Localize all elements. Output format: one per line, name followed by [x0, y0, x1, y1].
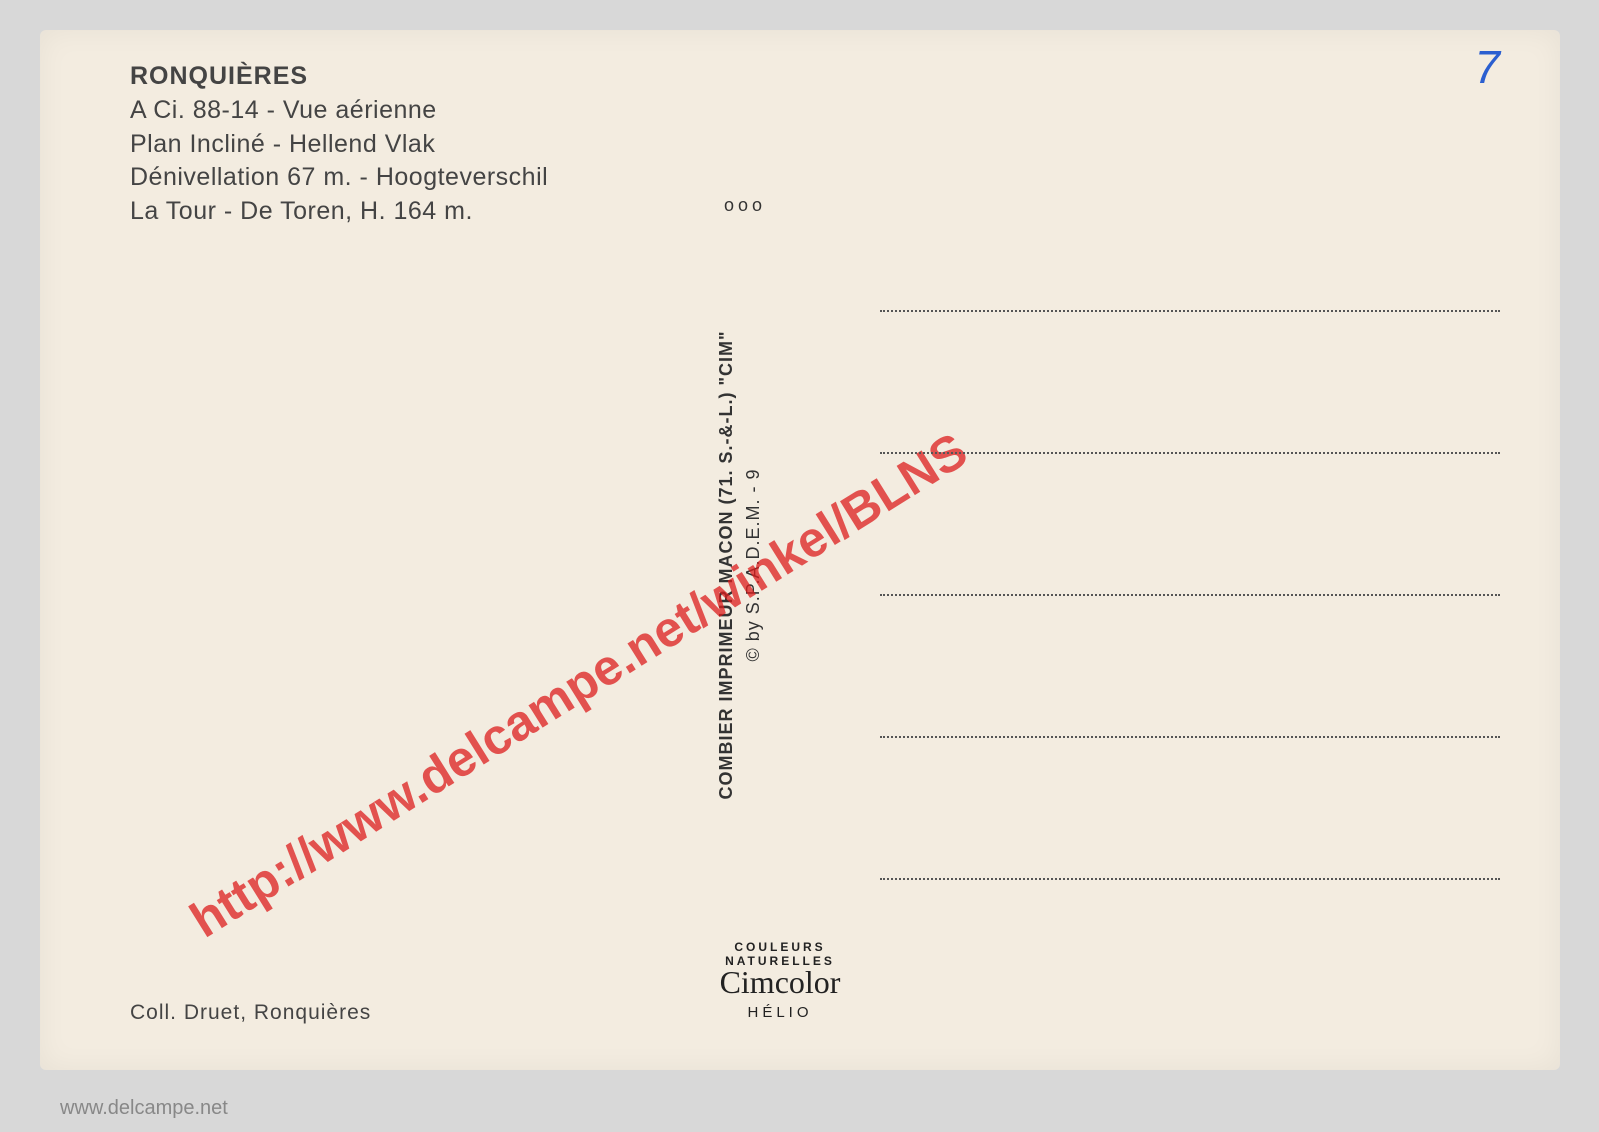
header-line-2: Plan Incliné - Hellend Vlak	[130, 128, 548, 162]
footer-watermark: www.delcampe.net	[60, 1097, 228, 1120]
address-line	[880, 452, 1500, 454]
header-block: RONQUIÈRES A Ci. 88-14 - Vue aérienne Pl…	[130, 60, 548, 229]
address-line	[880, 878, 1500, 880]
postcard-back: RONQUIÈRES A Ci. 88-14 - Vue aérienne Pl…	[40, 30, 1560, 1070]
header-line-3: Dénivellation 67 m. - Hoogteverschil	[130, 161, 548, 195]
logo-bottom-text: HÉLIO	[680, 1004, 880, 1021]
handwritten-number: 7	[1474, 40, 1500, 94]
header-line-4: La Tour - De Toren, H. 164 m.	[130, 195, 548, 229]
publisher-logo: COULEURS NATURELLES Cimcolor HÉLIO	[680, 940, 880, 1021]
logo-script-text: Cimcolor	[680, 966, 880, 998]
header-line-1: A Ci. 88-14 - Vue aérienne	[130, 94, 548, 128]
collection-credit: Coll. Druet, Ronquières	[130, 1001, 371, 1025]
address-line	[880, 594, 1500, 596]
address-line	[880, 736, 1500, 738]
postcard-title: RONQUIÈRES	[130, 60, 548, 94]
watermark-url: http://www.delcampe.net/winkel/BLNS	[180, 421, 977, 949]
divider-dots: ooo	[724, 195, 766, 216]
address-area	[880, 310, 1500, 1020]
address-line	[880, 310, 1500, 312]
